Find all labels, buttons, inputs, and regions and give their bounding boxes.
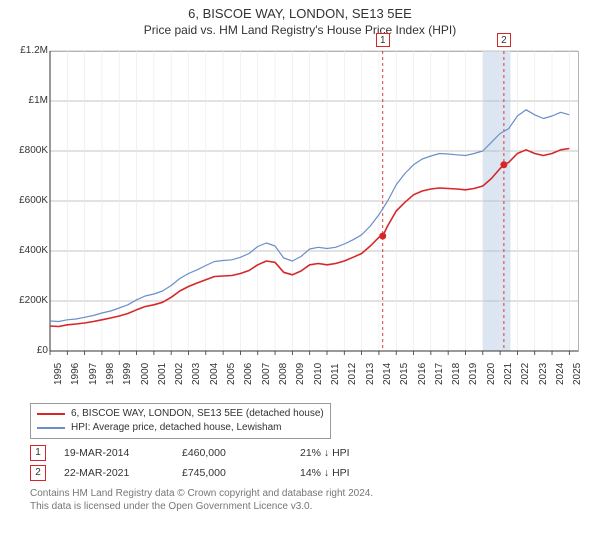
x-tick-label: 2007: [261, 363, 272, 385]
chart-svg: [50, 51, 578, 351]
x-tick-label: 2019: [468, 363, 479, 385]
legend-box: 6, BISCOE WAY, LONDON, SE13 5EE (detache…: [30, 403, 331, 439]
x-tick-label: 2023: [538, 363, 549, 385]
sales-cell-diff: 21% ↓ HPI: [300, 447, 410, 459]
sales-cell-date: 22-MAR-2021: [64, 467, 174, 479]
x-tick-label: 1995: [53, 363, 64, 385]
x-tick-label: 2013: [365, 363, 376, 385]
x-tick-label: 2003: [191, 363, 202, 385]
sales-cell-diff: 14% ↓ HPI: [300, 467, 410, 479]
x-tick-label: 2012: [347, 363, 358, 385]
x-tick-label: 1996: [70, 363, 81, 385]
x-tick-label: 2001: [157, 363, 168, 385]
legend-label: 6, BISCOE WAY, LONDON, SE13 5EE (detache…: [71, 407, 324, 421]
license-text: Contains HM Land Registry data © Crown c…: [30, 485, 600, 519]
x-tick-label: 1998: [105, 363, 116, 385]
sales-row: 2 22-MAR-2021 £745,000 14% ↓ HPI: [30, 465, 600, 481]
x-tick-label: 2004: [209, 363, 220, 385]
sales-marker-box: 2: [30, 465, 46, 481]
sale-point: [379, 233, 386, 240]
sales-row: 1 19-MAR-2014 £460,000 21% ↓ HPI: [30, 445, 600, 461]
y-tick-label: £200K: [2, 296, 48, 306]
legend-swatch: [37, 413, 65, 415]
license-line: Contains HM Land Registry data © Crown c…: [30, 487, 600, 500]
y-tick-label: £1M: [2, 96, 48, 106]
sales-cell-date: 19-MAR-2014: [64, 447, 174, 459]
sale-point: [500, 161, 507, 168]
x-tick-label: 2022: [520, 363, 531, 385]
x-tick-label: 2015: [399, 363, 410, 385]
marker-box: 2: [497, 33, 511, 47]
legend-swatch: [37, 427, 65, 429]
y-tick-label: £1.2M: [2, 46, 48, 56]
legend-row: HPI: Average price, detached house, Lewi…: [37, 421, 324, 435]
x-tick-label: 2000: [140, 363, 151, 385]
sales-cell-price: £460,000: [182, 447, 292, 459]
x-tick-label: 2006: [243, 363, 254, 385]
x-tick-label: 2005: [226, 363, 237, 385]
x-tick-label: 2014: [382, 363, 393, 385]
x-tick-label: 2024: [555, 363, 566, 385]
chart-container: 6, BISCOE WAY, LONDON, SE13 5EE Price pa…: [0, 0, 600, 519]
y-tick-label: £800K: [2, 146, 48, 156]
x-tick-label: 2002: [174, 363, 185, 385]
x-tick-label: 2021: [503, 363, 514, 385]
chart-wrap: £0£200K£400K£600K£800K£1M£1.2M 199519961…: [40, 41, 600, 401]
x-tick-label: 1999: [122, 363, 133, 385]
sales-table: 1 19-MAR-2014 £460,000 21% ↓ HPI 2 22-MAR-202…: [30, 445, 600, 481]
sales-marker-box: 1: [30, 445, 46, 461]
y-tick-label: £0: [2, 346, 48, 356]
x-tick-label: 2008: [278, 363, 289, 385]
x-tick-label: 2025: [572, 363, 583, 385]
x-tick-label: 1997: [88, 363, 99, 385]
legend-label: HPI: Average price, detached house, Lewi…: [71, 421, 282, 435]
legend-row: 6, BISCOE WAY, LONDON, SE13 5EE (detache…: [37, 407, 324, 421]
x-tick-label: 2011: [330, 363, 341, 385]
x-tick-label: 2010: [313, 363, 324, 385]
x-tick-label: 2009: [295, 363, 306, 385]
sales-cell-price: £745,000: [182, 467, 292, 479]
y-tick-label: £400K: [2, 246, 48, 256]
x-axis: 1995 1996 1997 1998 1999 2000 2001 2002 2003 2004…: [50, 351, 578, 391]
x-tick-label: 2017: [434, 363, 445, 385]
x-tick-label: 2020: [486, 363, 497, 385]
marker-box: 1: [376, 33, 390, 47]
x-tick-label: 2018: [451, 363, 462, 385]
y-tick-label: £600K: [2, 196, 48, 206]
license-line: This data is licensed under the Open Gov…: [30, 500, 600, 513]
y-axis: £0£200K£400K£600K£800K£1M£1.2M: [0, 51, 48, 351]
x-tick-label: 2016: [417, 363, 428, 385]
page-title: 6, BISCOE WAY, LONDON, SE13 5EE: [0, 6, 600, 21]
